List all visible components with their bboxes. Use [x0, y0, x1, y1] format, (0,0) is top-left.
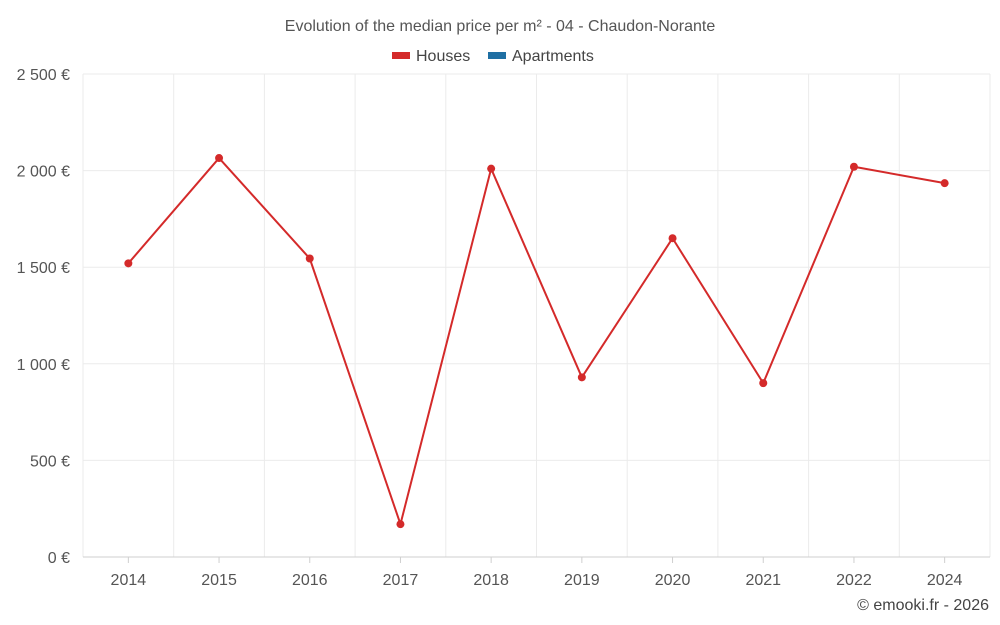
legend-swatch-apartments — [488, 52, 506, 59]
data-point-houses-2022[interactable] — [849, 162, 858, 171]
x-tick-label: 2022 — [836, 572, 872, 589]
data-point-houses-2024[interactable] — [940, 179, 949, 188]
series-layer — [124, 154, 949, 529]
legend-label-apartments: Apartments — [512, 48, 594, 65]
x-tick-label: 2019 — [564, 572, 600, 589]
x-tick-label: 2018 — [473, 572, 509, 589]
legend-item-houses[interactable]: Houses — [392, 48, 470, 65]
y-tick-label: 0 € — [48, 550, 70, 567]
data-point-houses-2018[interactable] — [487, 164, 496, 173]
data-point-houses-2019[interactable] — [577, 373, 586, 382]
legend-label-houses: Houses — [416, 48, 470, 65]
legend[interactable]: Houses Apartments — [392, 48, 594, 65]
data-point-houses-2014[interactable] — [124, 259, 133, 268]
data-point-houses-2021[interactable] — [759, 379, 768, 388]
copyright-credit: © emooki.fr - 2026 — [857, 597, 989, 614]
series-line-houses — [127, 157, 945, 526]
chart-title: Evolution of the median price per m² - 0… — [285, 18, 716, 35]
y-tick-label: 2 000 € — [17, 164, 70, 181]
legend-item-apartments[interactable]: Apartments — [488, 48, 594, 65]
x-tick-label: 2020 — [655, 572, 691, 589]
y-tick-label: 500 € — [30, 453, 70, 470]
data-point-houses-2017[interactable] — [396, 520, 405, 529]
x-tick-label: 2015 — [201, 572, 237, 589]
x-tick-label: 2016 — [292, 572, 328, 589]
x-tick-label: 2014 — [111, 572, 147, 589]
x-tick-label: 2024 — [927, 572, 963, 589]
y-tick-label: 2 500 € — [17, 67, 70, 84]
grid — [82, 73, 991, 557]
y-tick-label: 1 500 € — [17, 260, 70, 277]
data-point-houses-2020[interactable] — [668, 234, 677, 243]
x-tick-label: 2017 — [383, 572, 419, 589]
data-point-houses-2016[interactable] — [305, 254, 314, 263]
axes: 0 € 500 € 1 000 € 1 500 € 2 000 € 2 500 € 2014… — [17, 67, 990, 589]
y-tick-label: 1 000 € — [17, 357, 70, 374]
legend-swatch-houses — [392, 52, 410, 59]
data-point-houses-2015[interactable] — [215, 154, 224, 163]
x-tick-label: 2021 — [745, 572, 781, 589]
